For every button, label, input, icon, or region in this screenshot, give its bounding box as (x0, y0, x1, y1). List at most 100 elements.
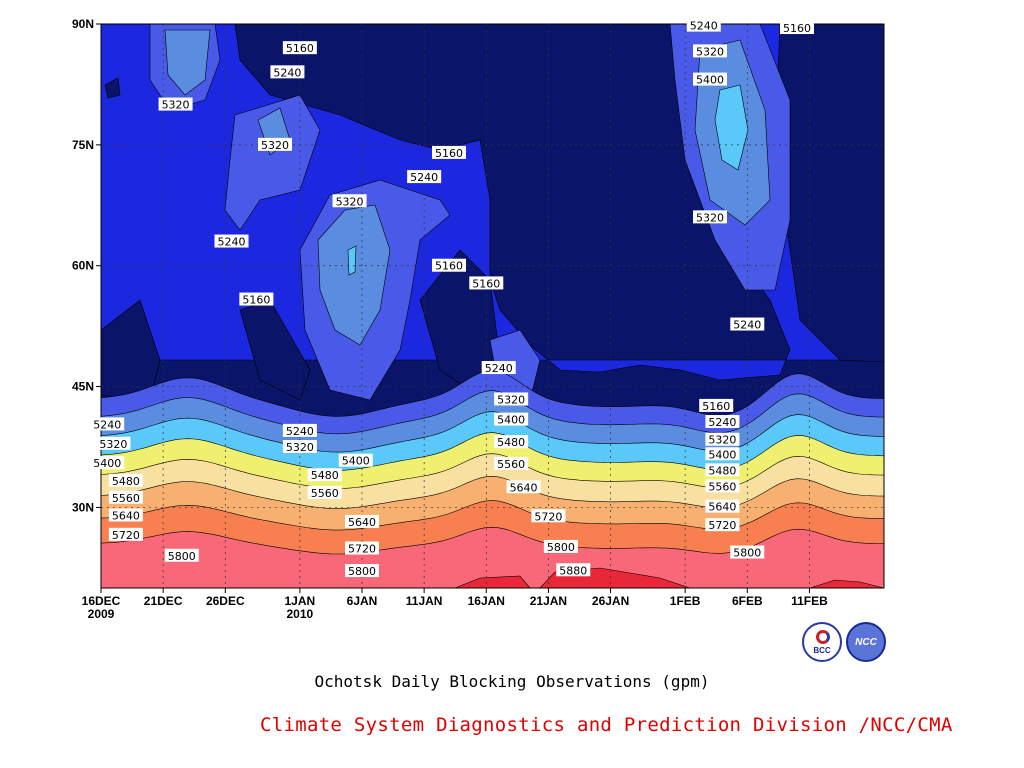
contour-label: 5560 (705, 479, 740, 493)
contour-label-box (693, 72, 727, 86)
contour-label-text: 5240 (93, 418, 121, 431)
band-5320-5400 (164, 29, 211, 96)
contour-label-text: 5240 (218, 236, 246, 249)
contour-label: 5720 (531, 509, 566, 523)
contour-label-box (282, 440, 317, 453)
contour-label: 5560 (108, 490, 143, 505)
contour-labels: 5160 5240 5320 5320 5160 5240 5320 5240 5160 5160… (90, 18, 814, 578)
contour-label: 5320 (96, 436, 131, 451)
contour-label-box (705, 499, 740, 513)
contour-label: 5400 (693, 72, 727, 87)
grid-lines (100, 23, 884, 588)
contour-label-box (345, 564, 379, 578)
contour-label: 5320 (258, 137, 292, 152)
contour-label-box (307, 485, 342, 499)
contour-label-text: 5240 (485, 362, 513, 375)
contour-label: 5800 (730, 545, 765, 560)
contour-label-box (214, 234, 249, 248)
x-tick-label: 21JAN (530, 594, 567, 608)
contour-label-box (686, 18, 721, 32)
contour-label-text: 5320 (696, 45, 724, 58)
x-tick-label: 6FEB (732, 594, 763, 608)
band-below-5160 (104, 77, 121, 99)
contour-label-box (108, 508, 143, 522)
contour-label-text: 5480 (497, 436, 525, 449)
contour-label-text: 5560 (497, 458, 525, 471)
x-tick-label: 16DEC (82, 594, 121, 608)
contour-label: 5480 (705, 463, 740, 477)
y-tick-label: 60N (72, 259, 94, 273)
x-tick-label: 26DEC (206, 594, 245, 608)
contour-label: 5640 (108, 508, 143, 522)
contour-label: 5320 (158, 97, 193, 112)
band-above-5880 (809, 579, 884, 588)
contour-label-text: 5560 (708, 480, 736, 493)
contour-label: 5720 (345, 541, 379, 556)
contour-label: 5720 (108, 527, 143, 542)
contour-label-text: 5320 (336, 195, 364, 208)
contour-label-text: 5480 (311, 469, 339, 482)
band-below-5160 (101, 299, 161, 401)
contour-label-text: 5240 (708, 416, 736, 429)
chart-title: Ochotsk Daily Blocking Observations (gpm… (314, 672, 710, 691)
contour-label: 5320 (282, 440, 317, 454)
x-tick-label: 6JAN (347, 594, 378, 608)
contour-label-box (239, 292, 274, 306)
contour-label-box (96, 436, 131, 450)
contour-label-text: 5160 (242, 294, 270, 307)
contour-label-text: 5640 (708, 501, 736, 514)
contour-label: 5720 (705, 518, 740, 532)
contour-label-box (282, 423, 317, 437)
contour-label-text: 5240 (733, 319, 761, 332)
y-tick-label: 30N (72, 500, 94, 514)
y-tick-label: 75N (72, 138, 94, 152)
contour-label-box (543, 539, 578, 553)
x-tick-label: 11FEB (791, 594, 828, 608)
contour-label: 5160 (780, 21, 814, 35)
contour-label-box (494, 435, 529, 449)
contour-label: 5800 (543, 539, 578, 554)
contour-label: 5160 (239, 292, 274, 307)
y-tick-label: 45N (72, 380, 94, 394)
ncc-logo: NCC (846, 622, 886, 662)
contour-label-text: 5400 (93, 457, 121, 470)
contour-label-box (332, 194, 367, 208)
contour-label: 5240 (730, 317, 765, 332)
contour-label-text: 5480 (708, 464, 736, 477)
contour-label-text: 5320 (696, 211, 724, 224)
contour-label-box (90, 456, 125, 470)
contour-label-text: 5560 (112, 492, 140, 505)
contour-label: 5800 (164, 548, 199, 563)
contour-label-text: 5320 (497, 393, 525, 406)
contour-label: 5400 (705, 447, 740, 461)
contour-label: 5320 (693, 210, 727, 224)
contour-label: 5400 (494, 412, 529, 427)
contour-label-text: 5640 (348, 516, 376, 529)
contour-label-text: 5400 (696, 74, 724, 87)
contour-label-box (432, 258, 466, 272)
x-tick-year: 2009 (88, 607, 115, 621)
contour-label-box (705, 415, 740, 429)
contour-label-text: 5720 (112, 529, 140, 542)
x-tick-year: 2010 (287, 607, 314, 621)
contour-label-box (705, 447, 740, 461)
contour-label: 5160 (432, 145, 466, 160)
contour-label-box (108, 527, 143, 541)
contour-label-box (432, 145, 466, 159)
contour-label: 5560 (307, 485, 342, 500)
contour-label-box (705, 479, 740, 493)
contour-label-text: 5400 (497, 414, 525, 427)
contour-label-text: 5480 (112, 475, 140, 488)
y-axis: 30N 45N 60N 75N 90N (72, 17, 101, 514)
contour-label-box (345, 541, 379, 555)
contour-label-box (494, 412, 529, 426)
contour-label-box (258, 137, 292, 151)
contour-fills (101, 24, 884, 588)
contour-label-text: 5640 (112, 509, 140, 522)
contour-label: 5560 (494, 456, 529, 471)
x-tick-label: 16JAN (468, 594, 505, 608)
contour-label-box (481, 361, 516, 375)
contour-label: 5320 (693, 44, 727, 58)
band-above-5880 (454, 575, 531, 588)
